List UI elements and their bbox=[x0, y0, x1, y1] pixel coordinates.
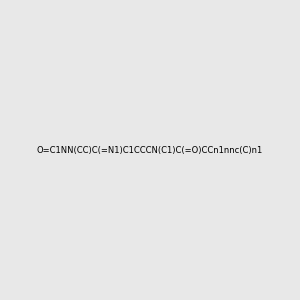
Text: O=C1NN(CC)C(=N1)C1CCCN(C1)C(=O)CCn1nnc(C)n1: O=C1NN(CC)C(=N1)C1CCCN(C1)C(=O)CCn1nnc(C… bbox=[37, 146, 263, 154]
